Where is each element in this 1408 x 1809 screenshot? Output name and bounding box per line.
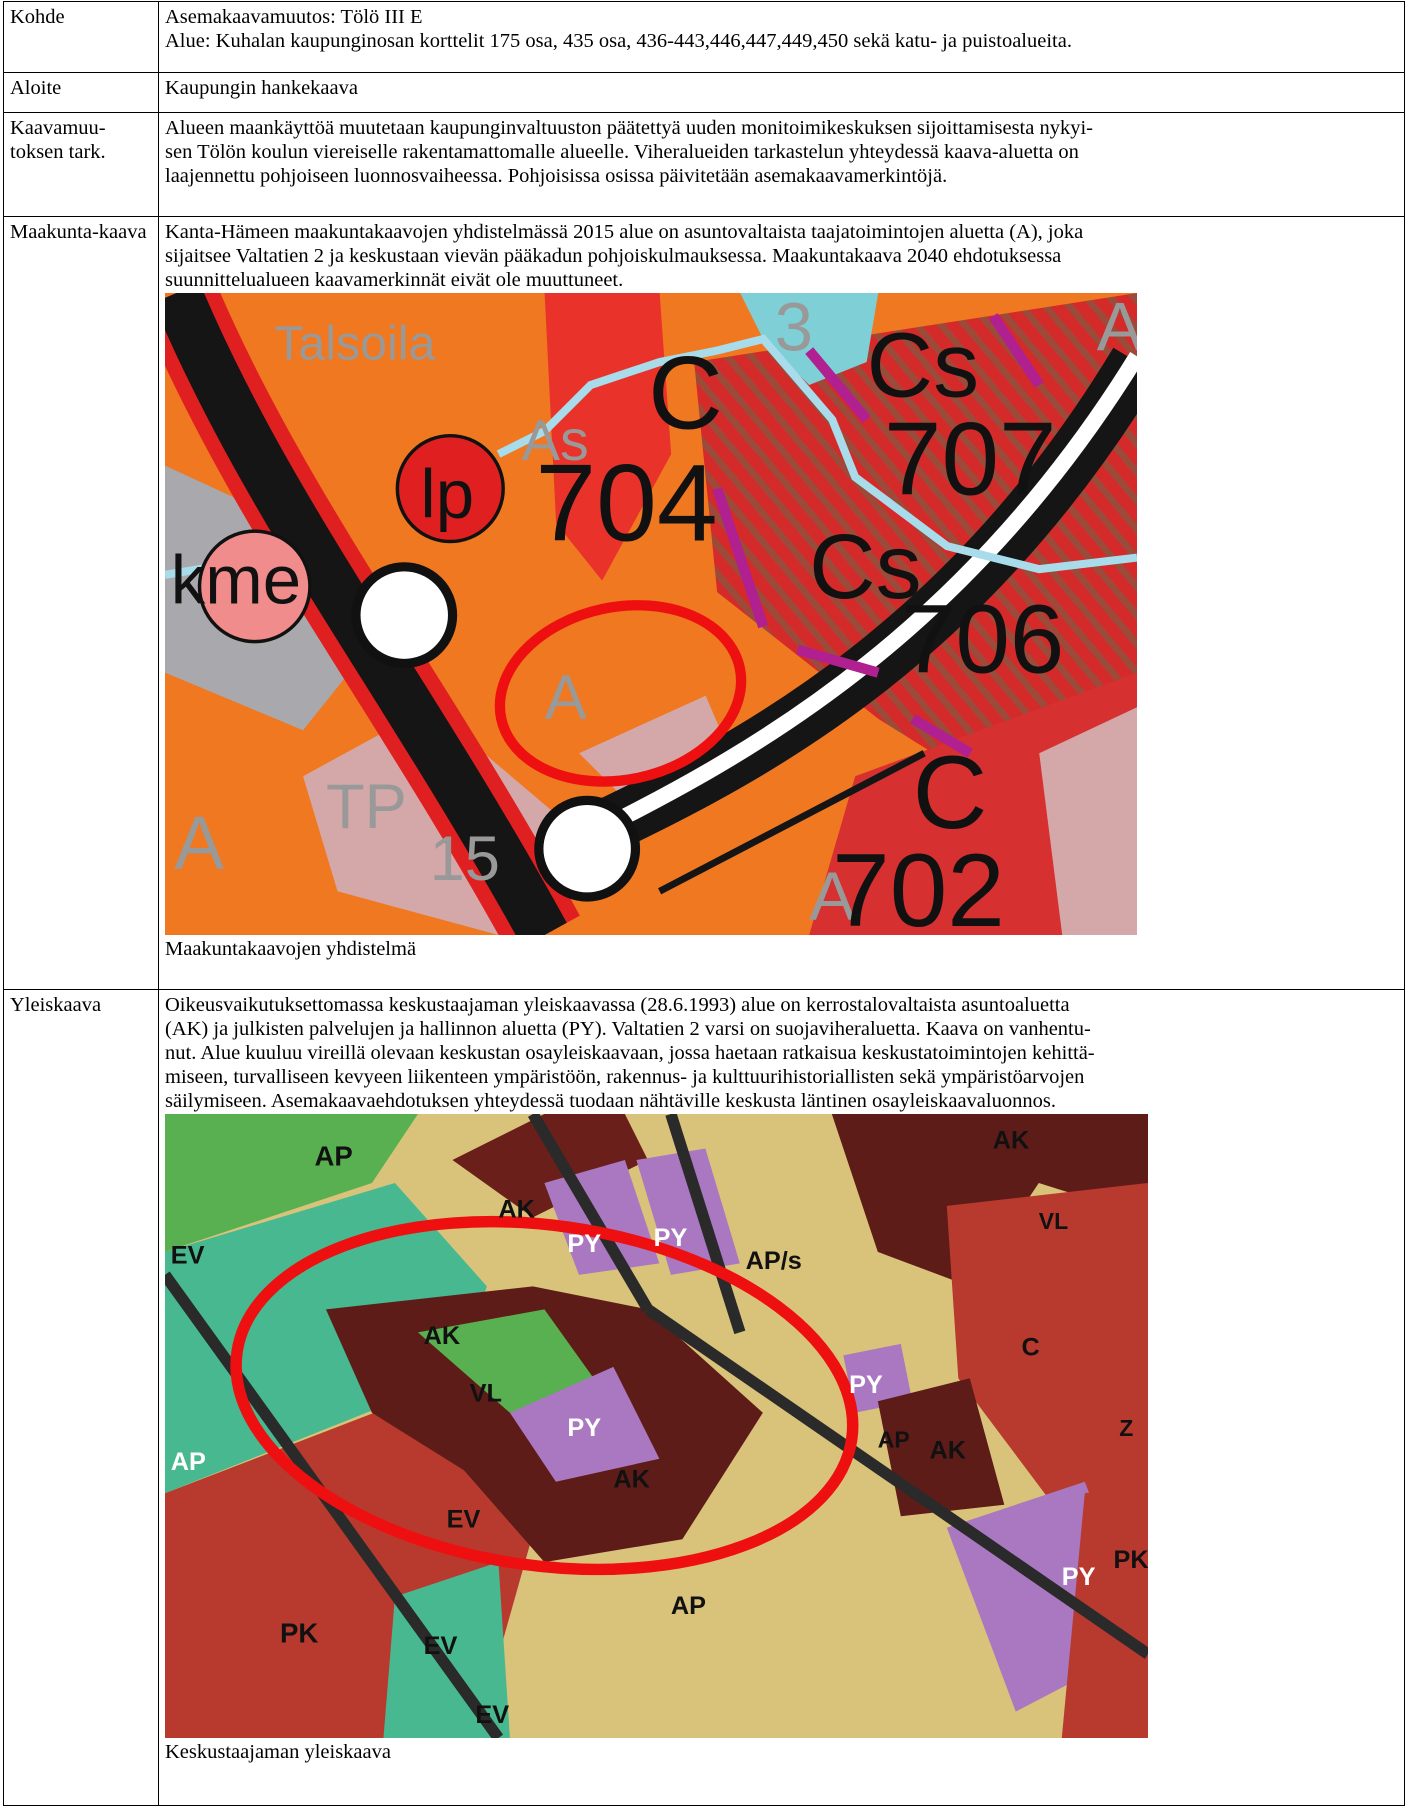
text-line: miseen, turvalliseen kevyeen liikenteen … [165,1066,1085,1088]
map-label: 3 [775,293,813,366]
row-key: Yleiskaava [3,989,159,1806]
map-label: AP [671,1592,706,1620]
row-key-text: Maakunta-kaava [10,221,147,243]
text-line: sijaitsee Valtatien 2 ja keskustaan viev… [165,245,1062,267]
row-text: Asemakaavamuutos: Tölö III E Alue: Kuhala… [158,1,1405,73]
text-line: säilymiseen. Asemakaavaehdotuksen yhteyd… [165,1090,1056,1112]
text-line: suunnittelualueen kaavamerkinnät eivät o… [165,269,624,291]
text-line: Asemakaavamuutos: Tölö III E [165,6,423,28]
map-label: VL [470,1379,502,1407]
map-label: AP [171,1448,206,1476]
row-key: Kaavamuu-toksen tark. [3,112,159,217]
map-label: PY [654,1224,688,1252]
map-label: AK [613,1465,650,1493]
text-line: sen Tölön koulun viereiselle rakentamatt… [165,141,1079,163]
row-key: Aloite [3,72,159,113]
text-line: nut. Alue kuuluu vireillä olevaan keskus… [165,1042,1095,1064]
map-label: As [522,409,589,473]
map-caption: Keskustaajaman yleiskaava [165,1741,391,1763]
text-line: Oikeusvaikutuksettomassa keskustaajaman … [165,994,1070,1016]
text-line: Alue: Kuhalan kaupunginosan korttelit 17… [165,30,1072,52]
map-label: 706 [901,584,1064,694]
map-label: AK [424,1322,461,1350]
map-label: Z [1119,1415,1133,1441]
map-label: 707 [884,400,1057,516]
map-label: 15 [430,824,500,894]
map-label: AK [498,1195,535,1223]
map-label: 702 [832,832,1005,935]
map-label: EV [171,1241,205,1269]
row-key-text: Kaavamuu-toksen tark. [10,117,106,163]
map-label: EV [447,1506,481,1534]
map-label: A [174,800,224,884]
map-label: TP [326,772,407,842]
text-line: Alueen maankäyttöä muutetaan kaupunginva… [165,117,1093,139]
row-text: Oikeusvaikutuksettomassa keskustaajaman … [158,989,1405,1806]
map-label: AP [314,1141,352,1172]
map-label: AK [993,1126,1030,1154]
map-caption: Maakuntakaavojen yhdistelmä [165,938,417,960]
map-label: PY [567,1414,601,1442]
map-label: C [648,335,723,451]
map-label: C [1022,1333,1040,1361]
map-label: EV [475,1701,509,1729]
row-key: Kohde [3,1,159,73]
map-label: 704 [535,442,717,564]
map-label: A [1097,293,1137,366]
map-label: Cs [809,515,921,618]
text-line: laajennettu pohjoiseen luonnosvaiheessa.… [165,165,948,187]
row-text: Alueen maankäyttöä muutetaan kaupunginva… [158,112,1405,217]
map-label: PY [849,1371,883,1399]
map-label: AK [930,1437,967,1465]
text-line: Kaupungin hankekaava [165,77,358,99]
master-plan-map: AP AK PY PY AP/s AK VL EV AK VL PY PY AK AP AK AP EV AP PK… [165,1114,1148,1738]
map-label: kme [171,542,301,619]
map-label: Cs [867,314,979,417]
map-label: PY [1062,1563,1096,1591]
map-label: PK [280,1618,318,1649]
map-label: lp [420,455,474,532]
map-label: PK [1114,1546,1148,1574]
info-table: Kohde Asemakaavamuutos: Tölö III E Alue: … [3,1,1405,1806]
map-label: Talsoila [274,317,435,371]
map-label: AP [878,1426,910,1452]
map-label: A [809,858,855,935]
text-line: (AK) ja julkisten palvelujen ja hallinno… [165,1018,1091,1040]
row-text: Kaupungin hankekaava [158,72,1405,113]
map-label: A [545,663,588,733]
map-label: VL [1039,1208,1068,1234]
row-key: Maakunta-kaava [3,216,159,990]
row-text: Kanta-Hämeen maakuntakaavojen yhdistelmä… [158,216,1405,990]
map-label: C [913,734,988,850]
text-line: Kanta-Hämeen maakuntakaavojen yhdistelmä… [165,221,1084,243]
map-label: EV [424,1632,458,1660]
map-label: PY [567,1230,601,1258]
map-label: AP/s [746,1247,802,1275]
